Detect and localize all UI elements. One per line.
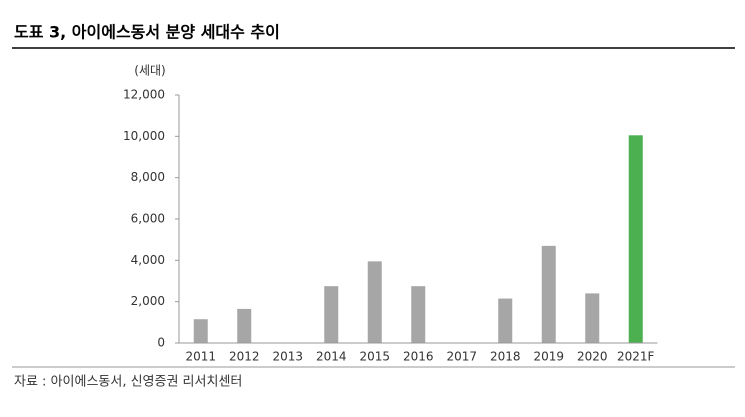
bar <box>411 286 426 343</box>
bar <box>585 293 600 343</box>
bar <box>193 319 208 343</box>
x-tick-label: 2021F <box>617 350 655 364</box>
source: 자료 : 아이에스동서, 신영증권 리서치센터 <box>14 375 242 390</box>
y-tick-label: 12,000 <box>123 88 165 102</box>
y-tick-label: 8,000 <box>131 170 165 184</box>
x-tick-label: 2017 <box>446 350 477 364</box>
x-tick-label: 2019 <box>533 350 564 364</box>
bar <box>498 298 513 343</box>
x-tick-label: 2016 <box>403 350 434 364</box>
bar <box>367 261 382 343</box>
y-tick-label: 4,000 <box>131 253 165 267</box>
bar <box>628 135 643 343</box>
y-tick-label: 0 <box>157 336 165 350</box>
bar <box>541 245 556 343</box>
bar <box>237 308 252 343</box>
bar <box>324 286 339 343</box>
y-unit: (세대) <box>134 64 165 78</box>
x-tick-label: 2011 <box>185 350 216 364</box>
chart-title: 도표 3, 아이에스동서 분양 세대수 추이 <box>14 23 280 42</box>
x-tick-label: 2020 <box>577 350 608 364</box>
x-tick-label: 2015 <box>359 350 390 364</box>
y-tick-label: 2,000 <box>131 294 165 308</box>
x-tick-label: 2014 <box>316 350 347 364</box>
y-tick-label: 10,000 <box>123 129 165 143</box>
x-tick-label: 2018 <box>490 350 521 364</box>
y-tick-label: 6,000 <box>131 212 165 226</box>
x-tick-label: 2013 <box>272 350 303 364</box>
x-tick-label: 2012 <box>229 350 260 364</box>
